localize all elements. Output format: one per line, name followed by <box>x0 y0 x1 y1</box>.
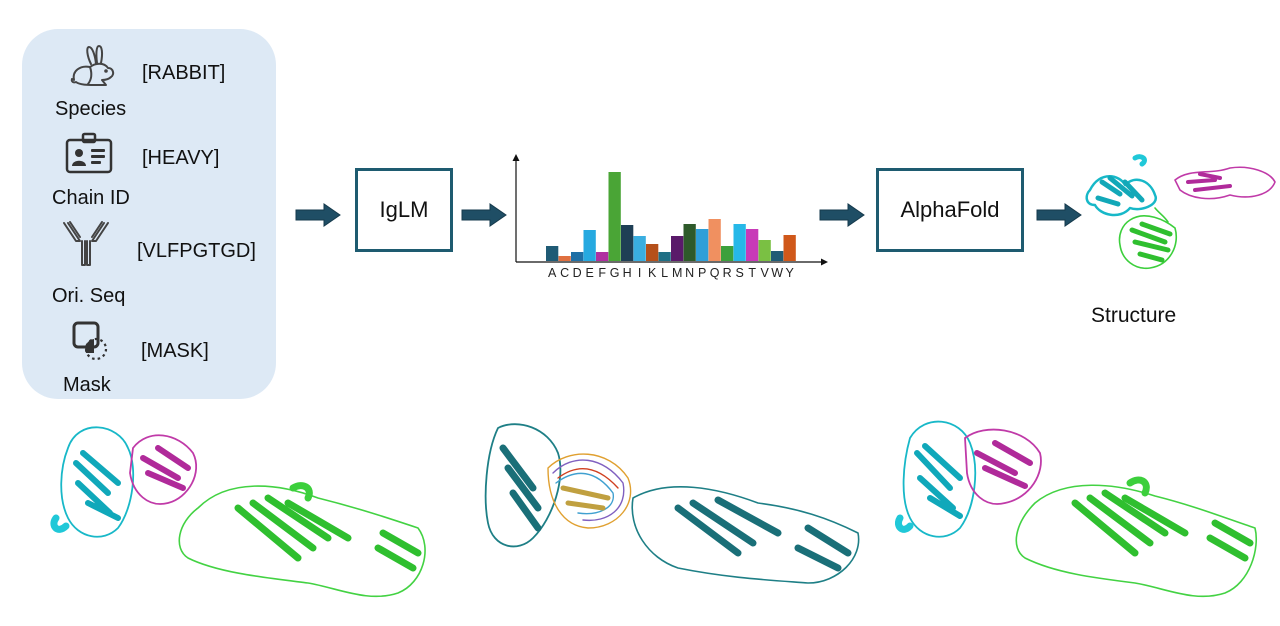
iglm-label: IgLM <box>379 197 429 222</box>
bar-K <box>646 244 659 261</box>
tick-label-R: R <box>723 266 732 280</box>
tick-label-M: M <box>672 266 682 280</box>
tick-label-V: V <box>760 266 769 280</box>
bar-N <box>683 224 696 261</box>
species-token: [RABBIT] <box>142 62 226 84</box>
bar-P <box>696 229 709 261</box>
antibody-icon <box>60 219 112 269</box>
iglm-box: IgLM <box>355 168 453 252</box>
tick-label-A: A <box>548 266 557 280</box>
bar-H <box>621 225 634 261</box>
bar-Q <box>708 219 721 261</box>
chain-id-token: [HEAVY] <box>142 147 220 169</box>
input-panel <box>22 29 276 399</box>
tick-label-S: S <box>735 266 743 280</box>
chart-axes <box>512 154 828 266</box>
tick-label-C: C <box>560 266 569 280</box>
arrow-distribution-to-alphafold <box>818 202 866 228</box>
arrow-iglm-to-distribution <box>460 202 508 228</box>
predicted-structure-image <box>1080 150 1280 280</box>
tick-label-F: F <box>598 266 606 280</box>
tick-label-H: H <box>623 266 632 280</box>
tick-label-N: N <box>685 266 694 280</box>
structure-image-overlay <box>478 408 868 608</box>
alphafold-label: AlphaFold <box>900 197 1000 222</box>
arrow-alphafold-to-structure <box>1035 202 1083 228</box>
structure-caption: Structure <box>1091 304 1177 327</box>
bar-V <box>758 240 771 261</box>
species-label: Species <box>55 98 127 120</box>
arrow-panel-to-iglm <box>294 202 342 228</box>
mask-label: Mask <box>63 374 111 396</box>
bar-S <box>733 224 746 261</box>
bar-C <box>558 256 571 261</box>
bar-R <box>721 246 734 261</box>
tick-label-T: T <box>748 266 756 280</box>
structure-image-left <box>48 408 438 608</box>
tick-label-K: K <box>648 266 657 280</box>
sequence-token: [VLFPGTGD] <box>137 240 256 262</box>
bar-D <box>571 252 584 261</box>
bar-L <box>658 252 671 261</box>
tick-label-D: D <box>573 266 582 280</box>
mask-icon <box>70 319 118 365</box>
tick-label-P: P <box>698 266 706 280</box>
bar-Y <box>783 235 796 261</box>
structure-image-right <box>895 408 1265 608</box>
bar-E <box>583 230 596 261</box>
tick-label-I: I <box>638 266 641 280</box>
id-card-icon <box>64 132 116 176</box>
bar-F <box>596 252 609 261</box>
rabbit-icon <box>68 44 120 90</box>
tick-label-L: L <box>661 266 668 280</box>
tick-label-E: E <box>585 266 593 280</box>
bar-A <box>546 246 559 261</box>
sequence-label: Ori. Seq <box>52 285 126 307</box>
bar-G <box>608 172 621 261</box>
bar-W <box>771 251 784 261</box>
tick-label-Q: Q <box>710 266 720 280</box>
mask-token: [MASK] <box>141 340 209 362</box>
tick-label-Y: Y <box>785 266 794 280</box>
bar-M <box>671 236 684 261</box>
chain-id-label: Chain ID <box>52 187 130 209</box>
tick-label-W: W <box>771 266 783 280</box>
bar-I <box>633 236 646 261</box>
tick-label-G: G <box>610 266 620 280</box>
alphafold-box: AlphaFold <box>876 168 1024 252</box>
bar-T <box>746 229 759 261</box>
